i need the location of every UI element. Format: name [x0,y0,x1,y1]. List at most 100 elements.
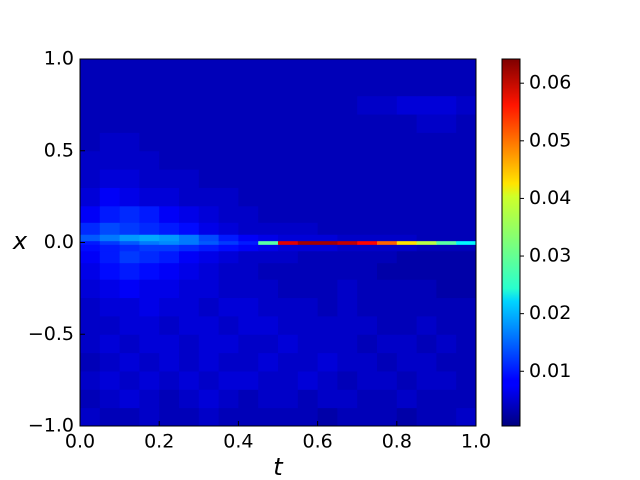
heatmap-cell [218,279,239,299]
colorbar-tick-label: 0.03 [529,245,571,267]
heatmap-cell [297,315,319,335]
heatmap-cell [218,234,239,242]
heatmap-cell [238,250,259,264]
heatmap-cell [297,150,319,170]
heatmap-cell [436,132,457,152]
heatmap-cell [337,234,358,242]
heatmap-cell [80,59,101,78]
heatmap-cell [278,95,299,115]
heatmap-cell [119,244,140,252]
heatmap-cell [258,279,279,299]
heatmap-cell [238,187,259,207]
heatmap-cell [357,59,378,78]
heatmap-cell [297,279,319,299]
heatmap-cell [238,334,259,354]
heatmap-cell [357,370,378,390]
heatmap-cell [317,315,338,335]
heatmap-cell [317,205,338,223]
heatmap-cell [456,95,477,115]
heatmap-cell [337,279,358,299]
heatmap-cell [317,150,338,170]
heatmap-cell [218,95,239,115]
heatmap-cell [377,59,398,78]
heatmap-cell [357,279,378,299]
heatmap-cell [297,240,319,245]
heatmap-cell [297,370,319,390]
heatmap-cell [80,240,101,245]
heatmap-cell [198,95,220,115]
heatmap-cell [317,279,338,299]
heatmap-cell [179,95,200,115]
heatmap-cell [357,150,378,170]
heatmap-cell [159,150,180,170]
heatmap-cell [297,352,319,372]
heatmap-cell [119,150,140,170]
heatmap-cell [258,244,279,252]
heatmap-cell [377,389,398,409]
heatmap-cell [436,240,457,245]
heatmap-cell [258,315,279,335]
heatmap-cell [218,59,239,78]
heatmap-cell [377,297,398,317]
heatmap-cell [416,407,437,427]
heatmap-cell [99,205,121,223]
heatmap-cell [159,407,180,427]
heatmap-cell [80,234,101,242]
heatmap-cell [396,352,418,372]
heatmap-cell [436,77,457,97]
heatmap-cell [396,187,418,207]
heatmap-cell [139,250,160,264]
heatmap-cell [416,352,437,372]
heatmap-cell [337,370,358,390]
heatmap-cell [377,77,398,97]
heatmap-cell [377,407,398,427]
heatmap-cell [198,59,220,78]
heatmap-cell [139,279,160,299]
heatmap-cell [139,240,160,245]
heatmap-cell [436,205,457,223]
heatmap-cell [258,222,279,235]
heatmap-cell [218,250,239,264]
y-tick-label: 1.0 [44,48,74,70]
heatmap-cell [119,77,140,97]
heatmap-cell [357,352,378,372]
heatmap-cell [159,234,180,242]
heatmap-cell [377,352,398,372]
heatmap-cell [456,77,477,97]
heatmap-cell [416,297,437,317]
heatmap-cell [238,150,259,170]
heatmap-cell [377,262,398,280]
heatmap-cell [238,222,259,235]
heatmap-cell [139,262,160,280]
heatmap-cell [278,250,299,264]
heatmap-cell [258,95,279,115]
heatmap-cell [238,244,259,252]
heatmap-cell [357,234,378,242]
heatmap-cell [99,59,121,78]
heatmap-cell [119,234,140,242]
heatmap-cell [317,334,338,354]
heatmap-cell [80,407,101,427]
heatmap-cell [357,77,378,97]
heatmap-cell [80,250,101,264]
heatmap-cell [317,407,338,427]
heatmap-cell [416,169,437,188]
heatmap-cell [179,262,200,280]
heatmap-cell [396,297,418,317]
heatmap-cell [357,222,378,235]
heatmap-cell [218,407,239,427]
heatmap-cell [278,59,299,78]
heatmap-cell [179,169,200,188]
heatmap-cell [377,150,398,170]
heatmap-cell [238,407,259,427]
heatmap-cell [456,234,477,242]
colorbar [501,58,521,427]
heatmap-cell [218,132,239,152]
heatmap-cell [238,114,259,133]
heatmap-cell [159,262,180,280]
heatmap-cell [198,169,220,188]
heatmap-cell [258,389,279,409]
heatmap-cell [416,240,437,245]
heatmap-cell [139,370,160,390]
